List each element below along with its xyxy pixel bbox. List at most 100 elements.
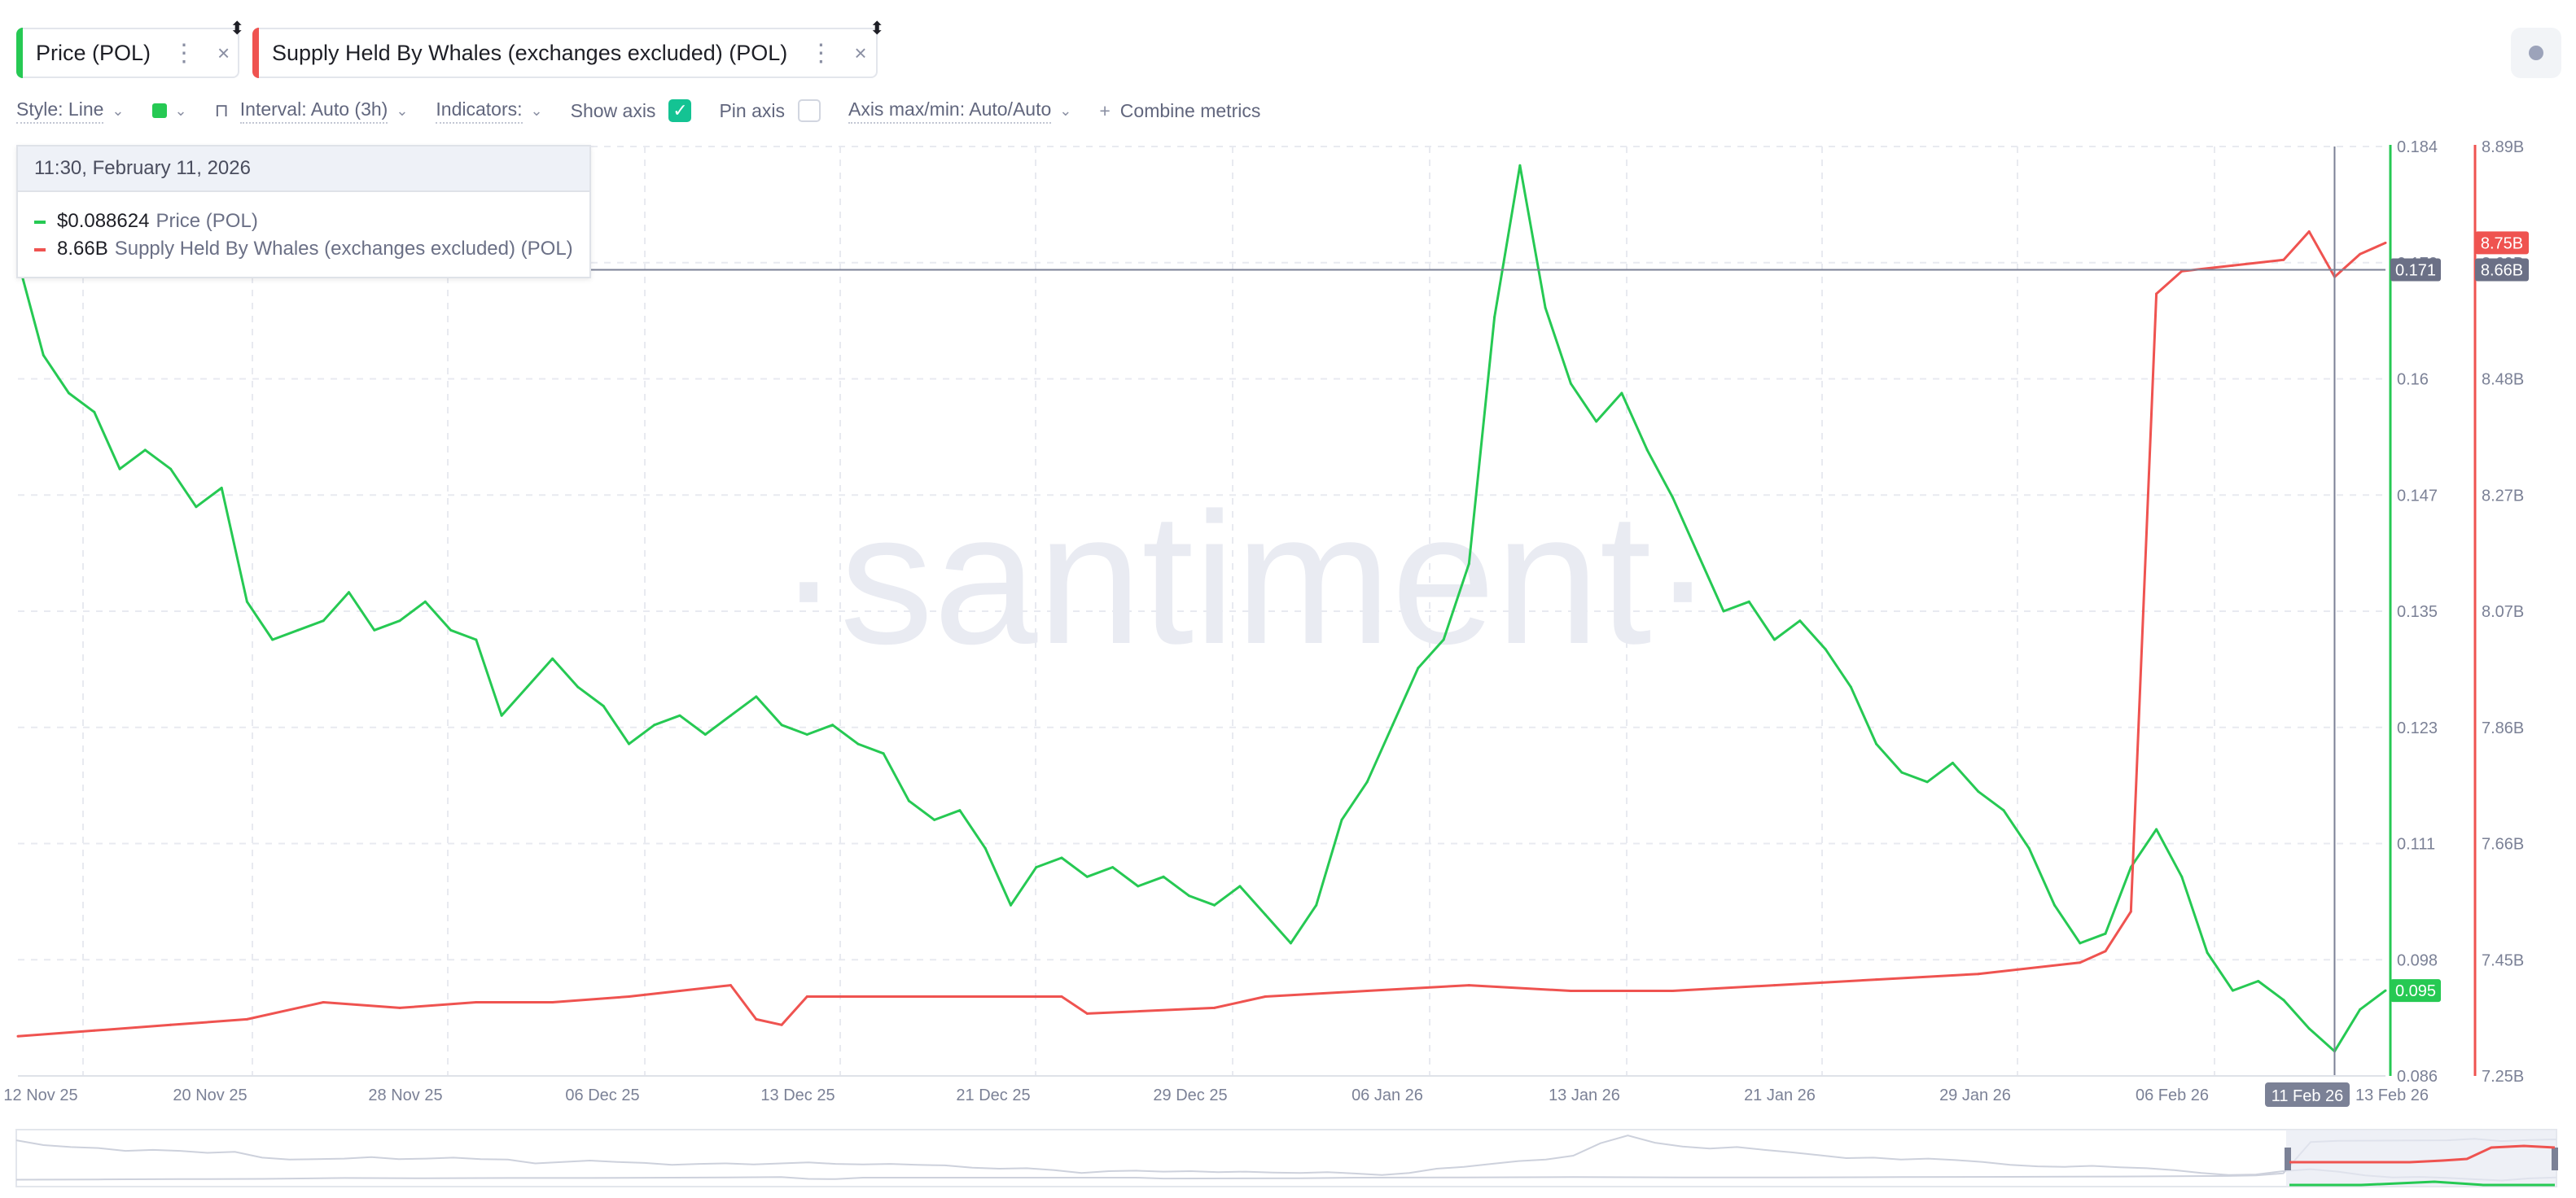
combine-metrics-button[interactable]: + Combine metrics bbox=[1099, 99, 1261, 121]
price-point bbox=[2257, 980, 2260, 982]
price-point bbox=[1900, 771, 1904, 774]
chevron-down-icon: ⌄ bbox=[1059, 102, 1072, 119]
whale-supply-point bbox=[2307, 230, 2311, 233]
left-axis-tick-label: 0.16 bbox=[2397, 371, 2429, 389]
metric-close-icon[interactable]: × bbox=[854, 40, 867, 65]
price-point bbox=[1187, 894, 1190, 898]
style-dropdown[interactable]: Style: Line ⌄ bbox=[16, 98, 125, 124]
price-point bbox=[322, 619, 325, 623]
whale-supply-point bbox=[2129, 910, 2132, 913]
price-point bbox=[1849, 685, 1852, 689]
price-point bbox=[500, 714, 503, 717]
price-point bbox=[1977, 789, 1980, 793]
price-point bbox=[882, 752, 885, 755]
drag-handle-icon[interactable]: ⬍ bbox=[870, 18, 885, 38]
price-point bbox=[1289, 942, 1292, 945]
price-point bbox=[933, 818, 936, 821]
chevron-down-icon: ⌄ bbox=[174, 102, 187, 119]
whale-supply-point bbox=[2104, 950, 2107, 953]
navigator-selected-whale-line bbox=[2289, 1144, 2556, 1164]
tooltip-marker bbox=[34, 247, 46, 251]
metric-chip-price[interactable]: Price (POL) ⋮ × bbox=[16, 28, 239, 78]
price-point bbox=[1442, 638, 1445, 641]
axis-maxmin-dropdown[interactable]: Axis max/min: Auto/Auto ⌄ bbox=[848, 98, 1071, 124]
show-axis-toggle[interactable]: Show axis ✓ bbox=[571, 99, 692, 122]
x-tick-label: 21 Jan 26 bbox=[1744, 1087, 1816, 1104]
price-point bbox=[1671, 496, 1674, 499]
price-point bbox=[143, 448, 147, 452]
price-point bbox=[2104, 932, 2107, 935]
x-tick-label: 28 Nov 25 bbox=[368, 1087, 442, 1104]
price-point bbox=[449, 628, 453, 632]
x-tick-label: 21 Dec 25 bbox=[956, 1087, 1030, 1104]
drag-handle-icon[interactable]: ⬍ bbox=[230, 18, 245, 38]
price-point bbox=[423, 600, 427, 603]
navigator-handle-left bbox=[2285, 1148, 2291, 1170]
whale-supply-point bbox=[2384, 241, 2387, 244]
metric-close-icon[interactable]: × bbox=[217, 40, 230, 65]
right-axis-tick-label: 7.86B bbox=[2482, 719, 2524, 737]
price-point bbox=[1773, 638, 1776, 641]
price-point bbox=[1137, 885, 1140, 888]
price-point bbox=[755, 695, 758, 698]
settings-button[interactable] bbox=[2511, 28, 2561, 78]
right-axis-tick-label: 8.07B bbox=[2482, 603, 2524, 621]
whale-supply-point bbox=[551, 1001, 554, 1003]
chart-tooltip: 11:30, February 11, 2026 $0.088624 Price … bbox=[16, 145, 591, 278]
metric-menu-icon[interactable]: ⋮ bbox=[808, 39, 834, 67]
price-point bbox=[1238, 885, 1242, 888]
metric-chip-whales[interactable]: Supply Held By Whales (exchanges exclude… bbox=[252, 28, 878, 78]
whale-supply-point bbox=[475, 1001, 478, 1003]
navigator-line bbox=[15, 1135, 2557, 1182]
price-point bbox=[831, 724, 835, 727]
indicators-dropdown[interactable]: Indicators: ⌄ bbox=[436, 98, 543, 124]
price-point bbox=[245, 600, 248, 603]
interval-dropdown[interactable]: ⊓ Interval: Auto (3h) ⌄ bbox=[214, 98, 408, 124]
whale-supply-point bbox=[678, 990, 681, 992]
x-tick-label: 13 Feb 26 bbox=[2355, 1087, 2429, 1104]
price-point bbox=[525, 685, 528, 689]
price-point bbox=[1620, 391, 1623, 395]
pin-axis-toggle[interactable]: Pin axis bbox=[719, 99, 821, 122]
crosshair-x-badge bbox=[2265, 1082, 2350, 1107]
price-point bbox=[1824, 648, 1827, 651]
whale-supply-point bbox=[1467, 984, 1470, 987]
whale-supply-point bbox=[933, 995, 936, 998]
ruler-icon: ⊓ bbox=[214, 100, 229, 120]
metric-menu-icon[interactable]: ⋮ bbox=[172, 39, 197, 67]
x-tick-label: 12 Nov 25 bbox=[3, 1087, 77, 1104]
x-tick-label: 06 Feb 26 bbox=[2136, 1087, 2209, 1104]
price-point bbox=[93, 410, 96, 413]
dot-icon bbox=[2529, 46, 2543, 60]
price-point bbox=[1010, 903, 1012, 907]
tooltip-value: $0.088624 bbox=[57, 210, 150, 232]
right-axis-tick-label: 8.27B bbox=[2482, 487, 2524, 505]
color-dropdown[interactable]: ⌄ bbox=[151, 102, 187, 120]
price-point bbox=[1518, 164, 1522, 167]
price-point bbox=[2053, 903, 2056, 907]
price-point bbox=[1544, 306, 1547, 309]
price-point bbox=[1391, 724, 1394, 727]
left-axis-tick-label: 0.123 bbox=[2397, 719, 2438, 737]
show-axis-checkbox[interactable]: ✓ bbox=[668, 99, 692, 122]
whale-supply-point bbox=[2079, 961, 2082, 964]
right-axis-tick-label: 8.48B bbox=[2482, 371, 2524, 389]
price-point bbox=[118, 467, 121, 470]
crosshair-y-badge-left bbox=[2390, 258, 2441, 282]
navigator-handle-right bbox=[2552, 1148, 2558, 1170]
color-swatch bbox=[151, 103, 167, 118]
price-point bbox=[1340, 818, 1343, 821]
price-point bbox=[1085, 875, 1089, 878]
pin-axis-checkbox[interactable] bbox=[797, 99, 821, 122]
left-axis-tick-label: 0.098 bbox=[2397, 951, 2438, 969]
price-point bbox=[1035, 866, 1038, 869]
price-point bbox=[1162, 875, 1165, 878]
price-point bbox=[551, 657, 554, 660]
price-point bbox=[653, 724, 656, 727]
metric-label-whales: Supply Held By Whales (exchanges exclude… bbox=[272, 40, 788, 65]
price-point bbox=[1747, 600, 1750, 603]
whale-supply-point bbox=[1060, 995, 1063, 998]
last-value-badge bbox=[2390, 979, 2441, 1003]
price-point bbox=[398, 619, 401, 623]
